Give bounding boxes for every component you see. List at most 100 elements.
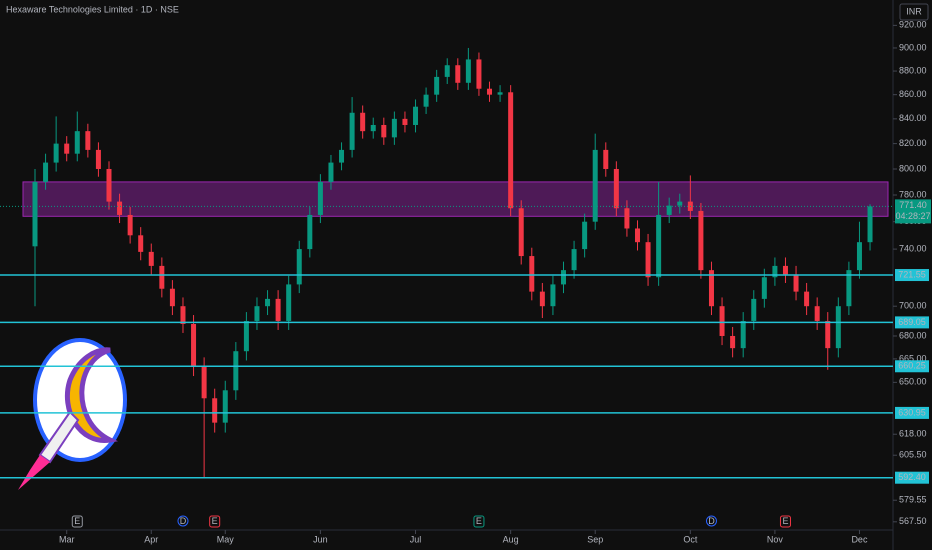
- logo-flame: [18, 455, 50, 490]
- currency: INR: [906, 6, 922, 16]
- x-tick-label: Jul: [410, 534, 422, 544]
- candle-body: [582, 221, 588, 250]
- y-tick-label: 920.00: [899, 20, 927, 30]
- candle-body: [159, 265, 165, 289]
- currency-box[interactable]: [899, 3, 929, 21]
- candle-body: [592, 149, 598, 222]
- event-marker: [209, 515, 221, 528]
- x-tick-label: Aug: [503, 534, 519, 544]
- level-label-box: [895, 316, 929, 329]
- candle-body: [497, 92, 503, 95]
- event-marker: [779, 515, 791, 528]
- candle-body: [465, 59, 471, 83]
- candle-body: [487, 88, 493, 95]
- y-tick-label: 605.50: [899, 450, 927, 460]
- candle-body: [148, 251, 154, 266]
- event-marker: [705, 515, 717, 527]
- x-tick-label: Jun: [313, 534, 328, 544]
- y-tick-label: 780.00: [899, 189, 927, 199]
- event-label: E: [74, 516, 80, 526]
- y-tick-label: 579.55: [899, 495, 927, 505]
- x-tick-label: Nov: [767, 534, 784, 544]
- candle-body: [212, 398, 218, 423]
- candle-body: [624, 208, 630, 229]
- candle-body: [265, 298, 271, 307]
- candle-body: [349, 112, 355, 150]
- candle-body: [761, 277, 767, 299]
- candle-body: [95, 149, 101, 169]
- candle-body: [339, 149, 345, 163]
- candle-body: [402, 118, 408, 125]
- x-tick-label: Dec: [851, 534, 868, 544]
- logo-moon: [64, 347, 118, 443]
- candle-body: [476, 59, 482, 89]
- candle-body: [603, 149, 609, 169]
- event-label: E: [476, 516, 482, 526]
- candle-body: [307, 214, 313, 250]
- candle-body: [117, 201, 123, 215]
- candle-body: [677, 201, 683, 206]
- candle-body: [391, 118, 397, 138]
- last-price-box: [895, 199, 931, 224]
- candle-body: [243, 320, 249, 352]
- candle-body: [508, 92, 514, 209]
- y-tick-label: 840.00: [899, 113, 927, 123]
- event-marker: [473, 515, 485, 528]
- candle-body: [43, 162, 49, 182]
- level-label: 592.40: [898, 472, 926, 482]
- level-label-box: [895, 360, 929, 373]
- candle-body: [835, 306, 841, 349]
- event-marker: [71, 515, 83, 528]
- candle-body: [254, 306, 260, 321]
- last-price-label: 771.40: [899, 200, 927, 210]
- candle-body: [413, 106, 419, 125]
- candle-body: [782, 265, 788, 275]
- candle-body: [455, 65, 461, 83]
- x-tick-label: Apr: [144, 534, 158, 544]
- candle-body: [708, 270, 714, 307]
- y-tick-label: 650.00: [899, 377, 927, 387]
- event-marker: [177, 515, 189, 527]
- level-label: 630.95: [898, 407, 926, 417]
- y-tick-label: 567.50: [899, 516, 927, 526]
- candle-body: [423, 94, 429, 107]
- y-tick-label: 680.00: [899, 330, 927, 340]
- x-tick-label: May: [217, 534, 235, 544]
- candle-body: [53, 143, 59, 163]
- candle-body: [444, 65, 450, 77]
- candle-body: [275, 298, 281, 321]
- candle-body: [32, 181, 38, 247]
- candle-body: [201, 366, 207, 399]
- candle-body: [381, 124, 387, 138]
- y-tick-label: 820.00: [899, 138, 927, 148]
- candle-body: [539, 291, 545, 307]
- candle-body: [645, 242, 651, 278]
- candle-body: [550, 284, 556, 307]
- y-tick-label: 665.00: [899, 353, 927, 363]
- candle-body: [360, 112, 366, 132]
- candle-body: [740, 320, 746, 349]
- level-label-box: [895, 269, 929, 282]
- candle-body: [233, 351, 239, 391]
- candle-body: [127, 214, 133, 236]
- candle-body: [814, 306, 820, 321]
- x-tick-label: Sep: [587, 534, 603, 544]
- chart-title: Hexaware Technologies Limited · 1D · NSE: [6, 4, 179, 14]
- countdown: 04:28:27: [895, 211, 930, 221]
- level-label: 721.55: [898, 269, 926, 279]
- candle-body: [634, 228, 640, 243]
- candle-body: [656, 214, 662, 278]
- x-tick-label: Mar: [59, 534, 75, 544]
- candle-body: [772, 265, 778, 278]
- candle-body: [571, 249, 577, 271]
- y-tick-label: 880.00: [899, 65, 927, 75]
- candle-body: [825, 320, 831, 349]
- y-tick-label: 800.00: [899, 163, 927, 173]
- logo: [18, 338, 127, 490]
- level-label: 660.25: [898, 361, 926, 371]
- candle-body: [529, 256, 535, 292]
- candle-body: [296, 249, 302, 285]
- candle-body: [138, 235, 144, 252]
